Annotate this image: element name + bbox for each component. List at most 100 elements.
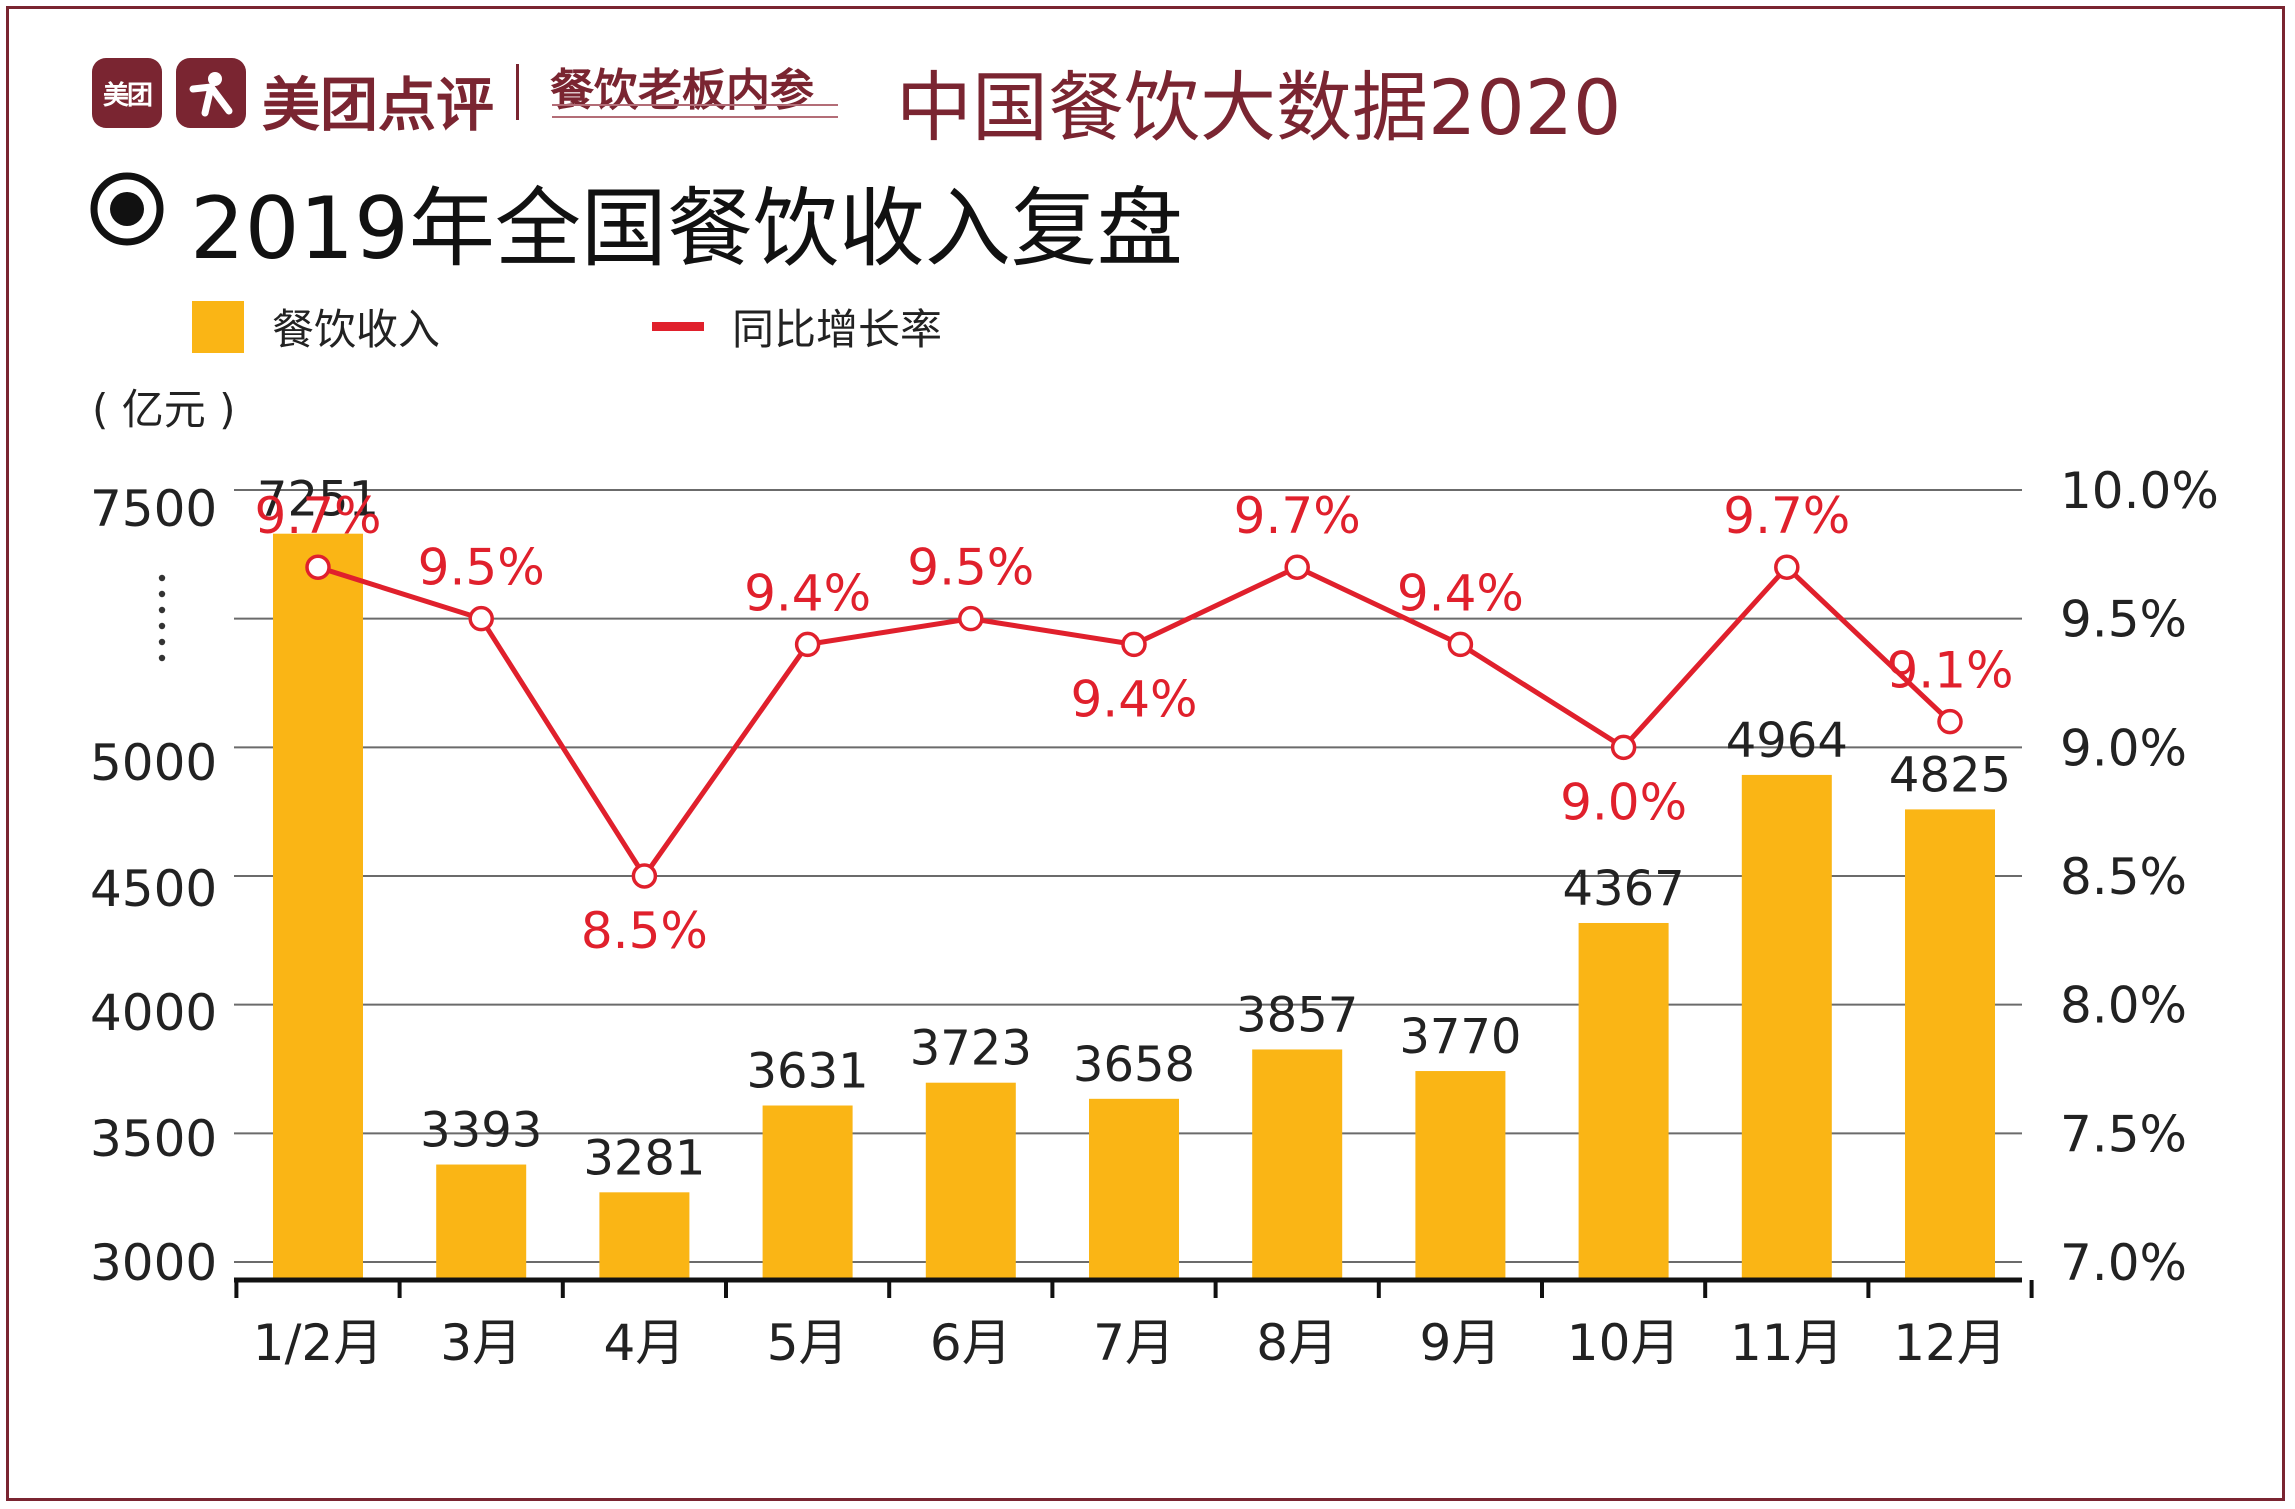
y-right-tick-label: 7.0% xyxy=(2060,1234,2187,1292)
meituan-logo: 美团 xyxy=(92,58,162,128)
growth-value-label: 8.5% xyxy=(581,902,708,960)
legend-item-revenue: 餐饮收入 xyxy=(192,296,440,357)
y-left-tick-label: 4500 xyxy=(90,860,217,918)
y-left-tick-label: 4000 xyxy=(90,984,217,1042)
legend-label-growth: 同比增长率 xyxy=(732,305,943,354)
y-right-tick-label: 9.5% xyxy=(2060,591,2187,649)
grid-lines xyxy=(234,489,2022,1263)
axis-break-dot xyxy=(158,606,166,614)
bar xyxy=(762,1105,853,1278)
x-axis: 1/2月 3月 4月 5月 6月 7月 8月 9月 10月 11月 12月 xyxy=(234,1277,2034,1372)
growth-point xyxy=(794,631,821,658)
y-left-tick-label: 7500 xyxy=(90,480,217,538)
x-tick-label: 8月 xyxy=(1256,1314,1338,1372)
meituan-logo-text: 美团 xyxy=(102,80,153,111)
growth-point xyxy=(1937,708,1963,735)
dianping-logo xyxy=(176,58,246,128)
bar xyxy=(1741,774,1832,1278)
brand2-name: 餐饮老板内参 xyxy=(550,65,814,116)
y-axis-right: 7.0% 7.5% 8.0% 8.5% 9.0% 9.5% 10.0% xyxy=(2060,462,2219,1292)
bar-value-label: 3393 xyxy=(420,1103,542,1159)
axis-break-dot xyxy=(158,654,166,662)
growth-value-label: 9.0% xyxy=(1560,773,1687,831)
bar-value-label: 3281 xyxy=(583,1130,705,1186)
brand-name: 美团点评 xyxy=(262,71,495,139)
chart-frame xyxy=(6,6,2285,1501)
x-tick-label: 1/2月 xyxy=(253,1314,383,1372)
growth-point xyxy=(1610,734,1637,761)
bar xyxy=(1905,809,1995,1278)
legend-label-revenue: 餐饮收入 xyxy=(272,305,441,354)
bar-value-label: 3631 xyxy=(747,1044,869,1100)
x-tick-label: 9月 xyxy=(1419,1314,1501,1372)
legend-item-growth: 同比增长率 xyxy=(652,296,942,357)
bar-value-label: 3770 xyxy=(1399,1009,1521,1065)
growth-point xyxy=(1284,554,1310,580)
y-axis-left: 3000 3500 4000 4500 5000 7500 xyxy=(90,480,217,1292)
bars xyxy=(273,533,1995,1278)
bar xyxy=(436,1164,527,1278)
y-right-tick-label: 8.5% xyxy=(2060,848,2187,906)
bar xyxy=(1252,1049,1343,1278)
growth-point xyxy=(1121,631,1147,658)
bar-value-label: 3658 xyxy=(1073,1037,1195,1093)
growth-point xyxy=(1774,554,1800,580)
axis-break-dot xyxy=(158,574,166,582)
x-tick-label: 4月 xyxy=(603,1314,685,1372)
bar-value-label: 3723 xyxy=(910,1021,1032,1077)
x-tick-label: 12月 xyxy=(1893,1314,2007,1372)
bar xyxy=(1578,922,1669,1278)
legend-swatch-bar xyxy=(192,300,244,353)
person-icon xyxy=(189,72,233,117)
y-right-tick-label: 8.0% xyxy=(2060,977,2187,1035)
chart-title: 2019年全国餐饮收入复盘 xyxy=(190,179,1183,279)
x-tick-label: 7月 xyxy=(1093,1314,1175,1372)
growth-point xyxy=(1447,631,1474,658)
bar-value-label: 4964 xyxy=(1726,713,1848,769)
y-left-tick-label: 3000 xyxy=(90,1234,217,1292)
growth-line xyxy=(305,554,1963,889)
growth-value-label: 9.1% xyxy=(1886,642,2013,700)
axis-break-dot xyxy=(158,638,166,646)
bar xyxy=(599,1192,690,1278)
unit-label: ( 亿元 ) xyxy=(92,385,236,434)
header-title: 中国餐饮大数据2020 xyxy=(896,63,1622,152)
growth-value-label: 9.5% xyxy=(418,539,545,597)
x-tick-label: 5月 xyxy=(767,1314,849,1372)
x-tick-label: 6月 xyxy=(930,1314,1012,1372)
bar xyxy=(925,1082,1016,1278)
bar xyxy=(1415,1071,1506,1278)
growth-value-label: 9.4% xyxy=(1070,670,1197,728)
bar-value-label: 7251 xyxy=(257,472,379,528)
growth-point xyxy=(468,605,494,632)
growth-value-label: 9.4% xyxy=(1397,564,1524,622)
bar xyxy=(1089,1098,1179,1278)
y-right-tick-label: 10.0% xyxy=(2060,462,2219,520)
growth-value-label: 9.7% xyxy=(1234,487,1361,545)
target-icon xyxy=(90,172,164,246)
brand2-underline xyxy=(552,104,838,118)
growth-point xyxy=(958,605,984,632)
growth-value-label: 9.4% xyxy=(744,564,871,622)
y-right-tick-label: 7.5% xyxy=(2060,1105,2187,1163)
growth-point xyxy=(631,863,658,889)
axis-break-dot xyxy=(158,590,166,598)
y-right-tick-label: 9.0% xyxy=(2060,719,2187,777)
growth-value-label: 9.7% xyxy=(1723,487,1850,545)
y-left-tick-label: 5000 xyxy=(90,734,217,792)
growth-value-label: 9.5% xyxy=(907,539,1034,597)
x-tick-label: 3月 xyxy=(440,1314,522,1372)
growth-value-label: 9.7% xyxy=(254,487,381,545)
bar xyxy=(273,533,363,1278)
legend-swatch-line xyxy=(652,322,704,331)
brand-separator xyxy=(516,64,519,120)
x-tick-label: 11月 xyxy=(1730,1314,1844,1372)
axis-break-dot xyxy=(158,622,166,630)
data-labels: 7251 3393 3281 3631 3723 3658 3857 3770 4367 4964… xyxy=(254,472,2013,1187)
x-tick-label: 10月 xyxy=(1567,1314,1681,1372)
bar-value-label: 3857 xyxy=(1236,987,1358,1043)
bar-value-label: 4825 xyxy=(1889,747,2011,803)
y-left-tick-label: 3500 xyxy=(90,1110,217,1168)
bar-value-label: 4367 xyxy=(1563,861,1685,917)
